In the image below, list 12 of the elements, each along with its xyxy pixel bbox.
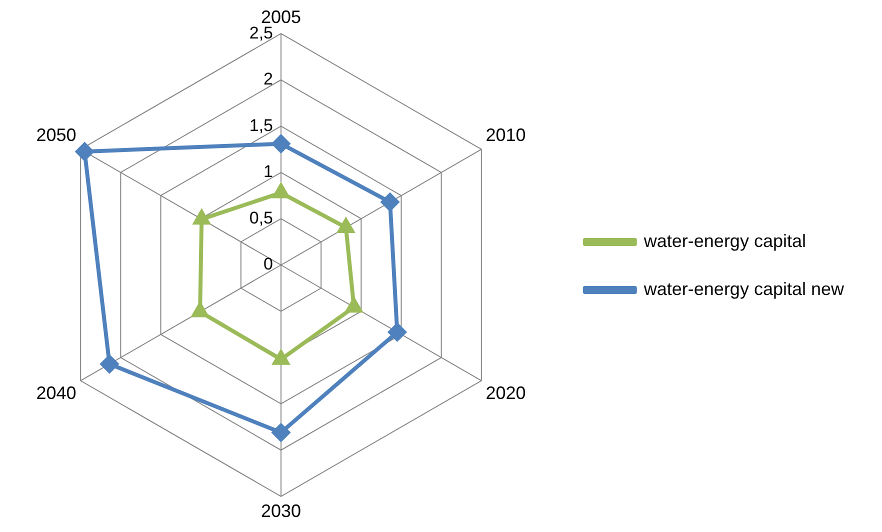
y-tick-label: 1 — [264, 162, 273, 182]
y-tick-label: 0 — [264, 254, 273, 274]
spoke-label: 2040 — [36, 382, 76, 403]
legend-label: water-energy capital new — [642, 278, 845, 299]
spoke-label: 2050 — [36, 124, 76, 145]
y-tick-label: 2 — [264, 70, 273, 89]
spoke-label: 2030 — [260, 501, 302, 522]
legend-label: water-energy capital — [642, 230, 806, 251]
y-tick-label: 0,5 — [249, 208, 273, 228]
spoke-label: 2020 — [486, 382, 526, 403]
spoke-label: 2010 — [486, 124, 526, 145]
y-tick-label: 1,5 — [249, 116, 273, 135]
